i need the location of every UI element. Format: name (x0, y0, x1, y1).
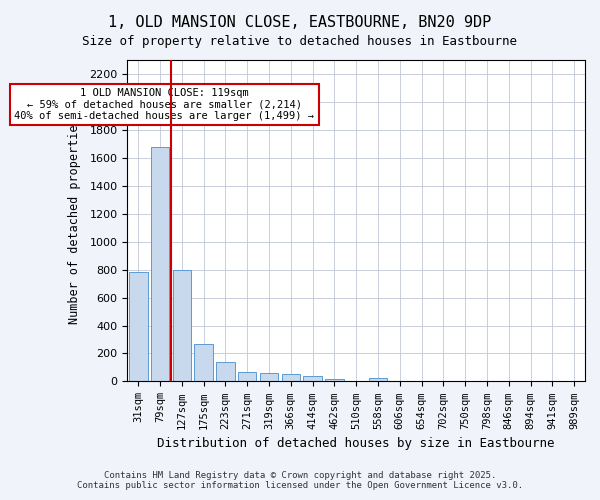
Text: Size of property relative to detached houses in Eastbourne: Size of property relative to detached ho… (83, 35, 517, 48)
Bar (151, 146, 169, 382)
Text: Contains HM Land Registry data © Crown copyright and database right 2025.
Contai: Contains HM Land Registry data © Crown c… (77, 470, 523, 490)
Bar (194, 344, 213, 382)
Bar (216, 362, 235, 382)
Text: 1, OLD MANSION CLOSE, EASTBOURNE, BN20 9DP: 1, OLD MANSION CLOSE, EASTBOURNE, BN20 9… (109, 15, 491, 30)
Bar (173, 270, 191, 382)
Bar (260, 373, 278, 382)
Bar (325, 379, 344, 382)
X-axis label: Distribution of detached houses by size in Eastbourne: Distribution of detached houses by size … (157, 437, 555, 450)
Bar (281, 374, 300, 382)
Bar (129, 272, 148, 382)
Text: 1 OLD MANSION CLOSE: 119sqm
← 59% of detached houses are smaller (2,214)
40% of : 1 OLD MANSION CLOSE: 119sqm ← 59% of det… (14, 88, 314, 121)
Bar (369, 378, 387, 382)
Bar (304, 376, 322, 382)
Bar (238, 372, 256, 382)
Y-axis label: Number of detached properties: Number of detached properties (68, 118, 81, 324)
